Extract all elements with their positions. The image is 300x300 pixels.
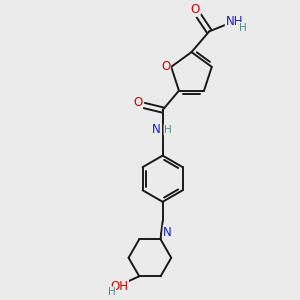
Text: H: H: [239, 22, 247, 32]
Text: N: N: [163, 226, 172, 238]
Text: O: O: [191, 3, 200, 16]
Text: OH: OH: [110, 280, 128, 292]
Text: H: H: [164, 125, 172, 135]
Text: H: H: [108, 287, 116, 297]
Text: N: N: [152, 123, 161, 136]
Text: O: O: [133, 96, 142, 109]
Text: NH: NH: [225, 15, 243, 28]
Text: O: O: [161, 60, 170, 74]
